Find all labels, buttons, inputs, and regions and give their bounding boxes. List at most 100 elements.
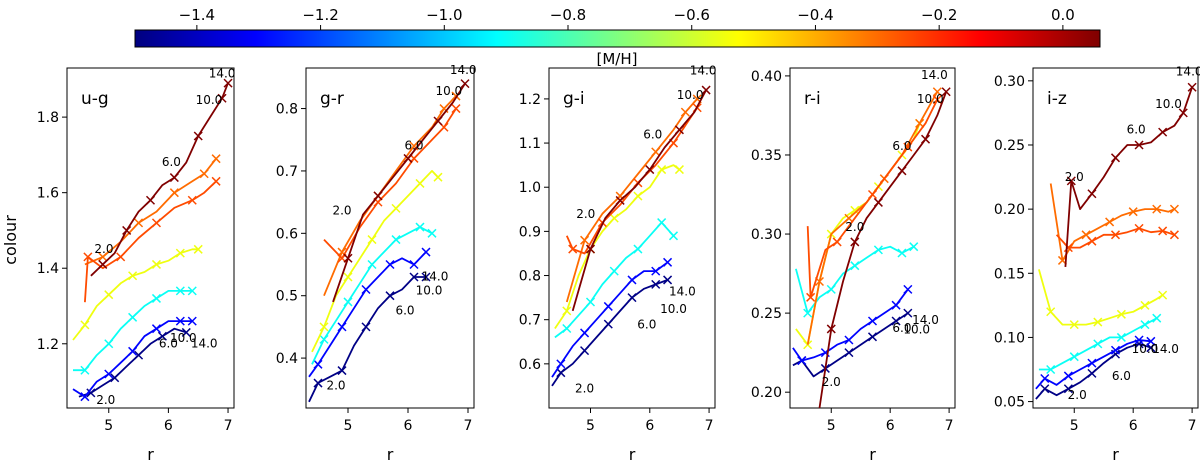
series-marker (403, 153, 413, 163)
x-axis-label: r (1112, 445, 1119, 464)
series-marker (1152, 204, 1162, 214)
series-marker (343, 297, 353, 307)
series-marker (1069, 320, 1079, 330)
series-marker (187, 316, 197, 326)
series-marker (104, 290, 114, 300)
colorbar-tick-label: −0.4 (797, 6, 833, 24)
series-marker (921, 134, 931, 144)
series-marker (1063, 371, 1073, 381)
series-marker (609, 213, 619, 223)
y-tick-label: 0.25 (994, 138, 1025, 154)
series-line (565, 98, 698, 303)
series-marker (1066, 176, 1076, 186)
age-annotation: 6.0 (159, 337, 178, 351)
series-marker (385, 259, 395, 270)
series-marker (128, 312, 138, 322)
series-marker (421, 272, 431, 282)
series-marker (134, 350, 144, 360)
series-marker (1040, 384, 1050, 394)
series-marker (657, 218, 667, 228)
age-annotation: 6.0 (162, 155, 181, 169)
series-marker (797, 356, 807, 366)
age-annotation: 2.0 (96, 393, 115, 407)
series-marker (181, 327, 191, 337)
series-marker (122, 225, 132, 235)
x-tick-label: 5 (104, 418, 113, 434)
series-marker (157, 331, 167, 341)
series-marker (580, 346, 590, 356)
series-marker (169, 188, 179, 198)
series-marker (128, 346, 138, 356)
series-marker (110, 373, 120, 383)
series-marker (217, 93, 227, 103)
panel-title: g-i (563, 89, 585, 109)
series-marker (86, 388, 96, 398)
series-marker (134, 218, 144, 228)
series-marker (1158, 290, 1168, 300)
colorbar-tick-label: −0.8 (550, 6, 586, 24)
series-marker (850, 205, 860, 215)
series-marker (826, 284, 836, 294)
series-marker (615, 195, 625, 205)
series-marker (657, 165, 667, 175)
series-marker (1110, 230, 1121, 240)
x-tick-label: 7 (464, 418, 473, 434)
y-tick-label: 0.7 (519, 313, 541, 329)
series-marker (145, 195, 156, 205)
series-marker (409, 259, 419, 270)
series-marker (803, 340, 813, 350)
series-marker (568, 244, 578, 254)
series-marker (80, 365, 90, 375)
panel-i-z: 14.010.06.02.014.010.06.02.0i-z0.050.100… (994, 65, 1200, 464)
series-marker (645, 165, 655, 175)
age-annotation: 14.0 (912, 313, 939, 327)
series-marker (580, 328, 590, 338)
series-marker (832, 237, 842, 247)
series-marker (1140, 300, 1150, 310)
series-marker (1105, 217, 1115, 227)
series-marker (83, 252, 93, 262)
series-marker (1146, 336, 1156, 346)
age-annotation: 6.0 (892, 139, 911, 153)
series-marker (909, 242, 919, 252)
x-tick-label: 7 (705, 418, 714, 434)
y-tick-label: 0.6 (519, 357, 541, 373)
x-tick-label: 7 (224, 418, 233, 434)
age-annotation: 6.0 (637, 318, 656, 332)
series-marker (826, 324, 836, 334)
y-tick-label: 0.35 (751, 148, 782, 164)
series-marker (806, 292, 816, 302)
colorbar-tick-label: 0.0 (1051, 6, 1075, 24)
series-marker (1140, 320, 1150, 330)
y-tick-label: 0.20 (994, 202, 1025, 218)
y-tick-label: 0.20 (751, 385, 782, 401)
series-marker (1110, 153, 1121, 163)
series-marker (562, 323, 572, 334)
age-annotation: 10.0 (677, 88, 704, 102)
x-tick-label: 6 (164, 418, 173, 434)
age-annotation: 2.0 (845, 220, 864, 234)
series-marker (674, 125, 684, 135)
x-tick-label: 5 (344, 418, 353, 434)
y-tick-label: 1.2 (519, 92, 541, 108)
panel-title: r-i (804, 89, 821, 109)
series-marker (433, 172, 443, 182)
series-marker (873, 245, 883, 255)
panel-title: g-r (320, 89, 344, 109)
series-marker (850, 261, 860, 271)
series-marker (1158, 226, 1168, 236)
series-marker (1087, 368, 1097, 378)
series-marker (373, 191, 383, 201)
x-tick-label: 6 (645, 418, 654, 434)
series-marker (319, 322, 329, 332)
series-marker (151, 259, 161, 269)
age-annotation: 10.0 (196, 93, 223, 107)
series-marker (844, 335, 854, 345)
series-marker (867, 316, 878, 326)
x-tick-label: 6 (886, 418, 895, 434)
series-marker (211, 176, 221, 186)
series-marker (844, 213, 854, 223)
y-tick-label: 0.05 (994, 395, 1025, 411)
age-annotation: 2.0 (822, 375, 841, 389)
